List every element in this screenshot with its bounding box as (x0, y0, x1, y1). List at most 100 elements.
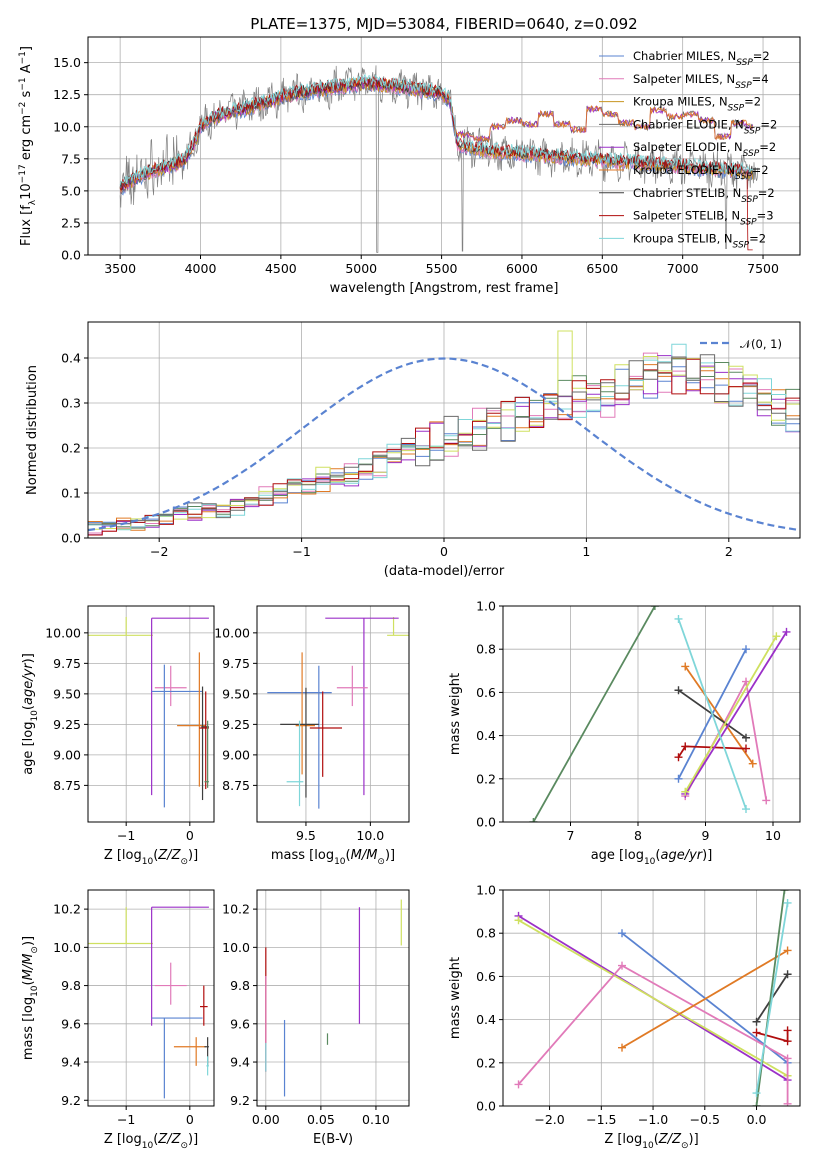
label-part: age/yr (21, 662, 36, 705)
weight_vs_age-grid (503, 605, 800, 823)
mass_vs_Z-ytick-label-5: 10.2 (53, 902, 81, 917)
mass_vs_Z-grid (88, 890, 214, 1106)
label-part: ( (153, 848, 158, 863)
weight-age-marker-0-0 (529, 818, 538, 822)
weight_vs_age-ytick-label-0: 0.0 (476, 815, 496, 830)
label-part: −17 (18, 164, 28, 183)
label-part: ⊙ (180, 1141, 188, 1151)
label-part: mass [log (271, 848, 334, 863)
age_vs_mass-xlabel: mass [log10(M/M⊙)] (271, 848, 395, 867)
label-part: Salpeter ELODIE, N (633, 140, 743, 154)
spectrum-xtick-label-0: 3500 (104, 261, 136, 276)
label-part: Z [log (604, 1132, 642, 1147)
age-mass-errorbar-6 (309, 691, 343, 777)
age_vs_Z-ylabel: age [log10(age/yr)] (21, 653, 40, 775)
mass-z-errorbar-4 (173, 1037, 206, 1066)
mass_vs_Z-ylabel: mass [log10(M/M⊙)] (21, 936, 40, 1060)
label-part: SSP (735, 81, 752, 91)
mass_vs_ebv-xtick-label-0: 0.00 (252, 1112, 280, 1127)
spectrum-ytick-label-5: 12.5 (53, 87, 81, 102)
age_vs_mass-xtick-label-1: 10.0 (356, 828, 384, 843)
label-part: age [log (591, 848, 644, 863)
age-mass-errorbar-3 (267, 665, 332, 809)
label-part: ⊙ (377, 857, 385, 867)
label-part: Z [log (104, 848, 142, 863)
age-z-errorbar-3 (151, 664, 203, 808)
age_vs_Z-ytick-label-3: 9.50 (53, 686, 81, 701)
age_vs_mass-ytick-label-4: 9.75 (222, 656, 250, 671)
label-part: −1 (18, 77, 28, 90)
label-part: ( (346, 848, 351, 863)
weight-z-line-8 (752, 898, 792, 1098)
mass_vs_ebv-xlabel: E(B-V) (313, 1132, 353, 1147)
label-part: )] (188, 1132, 198, 1147)
spectrum-ytick-label-1: 2.5 (61, 215, 81, 230)
residuals-xlabel: (data-model)/error (384, 564, 505, 579)
label-part: =2 (753, 49, 770, 63)
legend-entry-3: Chabrier ELODIE, NSSP=2 (633, 117, 777, 136)
spectrum-ytick-label-6: 15.0 (53, 55, 81, 70)
label-part: M/M (351, 848, 378, 863)
label-part: s (19, 90, 34, 101)
age-z-errorbar-4 (177, 652, 206, 787)
label-part: age [log (21, 722, 36, 775)
spectrum-ytick-label-2: 5.0 (61, 183, 81, 198)
label-part: )] (21, 653, 36, 663)
label-part: −1 (18, 51, 28, 64)
weight_vs_Z-ytick-label-2: 0.4 (476, 1012, 496, 1027)
label-part: )] (702, 848, 712, 863)
weight_vs_age-ytick-label-3: 0.6 (476, 685, 496, 700)
weight-z-segment-6 (756, 1030, 789, 1043)
residuals-ytick-label-3: 0.3 (61, 396, 81, 411)
spectrum-xtick-label-6: 6500 (586, 261, 618, 276)
mass_vs_ebv-ytick-label-4: 10.0 (222, 940, 250, 955)
spectrum-xtick-label-3: 5000 (345, 261, 377, 276)
weight_vs_age-xtick-label-2: 9 (702, 828, 710, 843)
weight_vs_Z-ytick-label-5: 1.0 (476, 883, 496, 898)
spectrum-ytick-label-3: 7.5 (61, 151, 81, 166)
age_vs_mass-ytick-label-3: 9.50 (222, 686, 250, 701)
mass-z-errorbar-0 (88, 907, 153, 945)
mass_vs_Z-ytick-label-3: 9.8 (61, 978, 81, 993)
age_vs_mass-ytick-label-1: 9.00 (222, 747, 250, 762)
weight_vs_Z-ytick-label-1: 0.2 (476, 1055, 496, 1070)
label-part: )] (188, 848, 198, 863)
age-z-errorbar-1 (151, 617, 209, 796)
model-spectrum-line-7 (119, 75, 753, 251)
weight_vs_age-ytick-label-1: 0.2 (476, 771, 496, 786)
label-part: =2 (744, 95, 761, 109)
mass_vs_ebv-ytick-label-3: 9.8 (230, 978, 250, 993)
age-mass-errorbar-0 (387, 616, 409, 636)
legend-entry-8: Kroupa STELIB, NSSP=2 (633, 231, 766, 250)
spectrum-ylabel: Flux [fλ10−17 erg cm−2 s−1 A−1] (18, 46, 38, 246)
label-part: Kroupa MILES, N (633, 95, 728, 109)
spectrum-plot-area (119, 65, 759, 253)
spectrum-xtick-label-4: 5500 (426, 261, 458, 276)
age-mass-errorbar-1 (325, 617, 399, 796)
residuals-xtick-label-1: −1 (292, 544, 310, 559)
legend-entry-5: Kroupa ELODIE, NSSP=2 (633, 163, 769, 182)
histogram-step-8 (88, 354, 800, 525)
residuals-ytick-label-1: 0.1 (61, 486, 81, 501)
age_vs_Z-xtick-label-1: 0 (186, 828, 194, 843)
weight_vs_age-ytick-label-4: 0.8 (476, 642, 496, 657)
legend-entry-2: Kroupa MILES, NSSP=2 (633, 95, 761, 114)
age_vs_Z-ytick-label-2: 9.25 (53, 717, 81, 732)
mass-z-errorbar-6 (204, 1037, 209, 1066)
label-part: 10 (30, 985, 40, 997)
residuals-xtick-label-3: 1 (582, 544, 590, 559)
age_vs_Z-frame (87, 605, 215, 823)
weight_vs_age-frame (502, 605, 801, 823)
label-part: ( (21, 980, 36, 985)
weight-age-segment-5 (677, 745, 747, 758)
mass_vs_Z-frame (87, 889, 215, 1107)
age-z-errorbar-2 (154, 665, 187, 707)
weight_vs_Z-xtick-label-4: 0.0 (747, 1112, 767, 1127)
age-mass-errorbar-7 (286, 720, 304, 807)
label-part: ( (654, 1132, 659, 1147)
mass_vs_Z-ytick-label-0: 9.2 (61, 1093, 81, 1108)
mass-z-errorbar-5 (200, 985, 208, 1026)
weight-age-line-0 (529, 606, 659, 822)
